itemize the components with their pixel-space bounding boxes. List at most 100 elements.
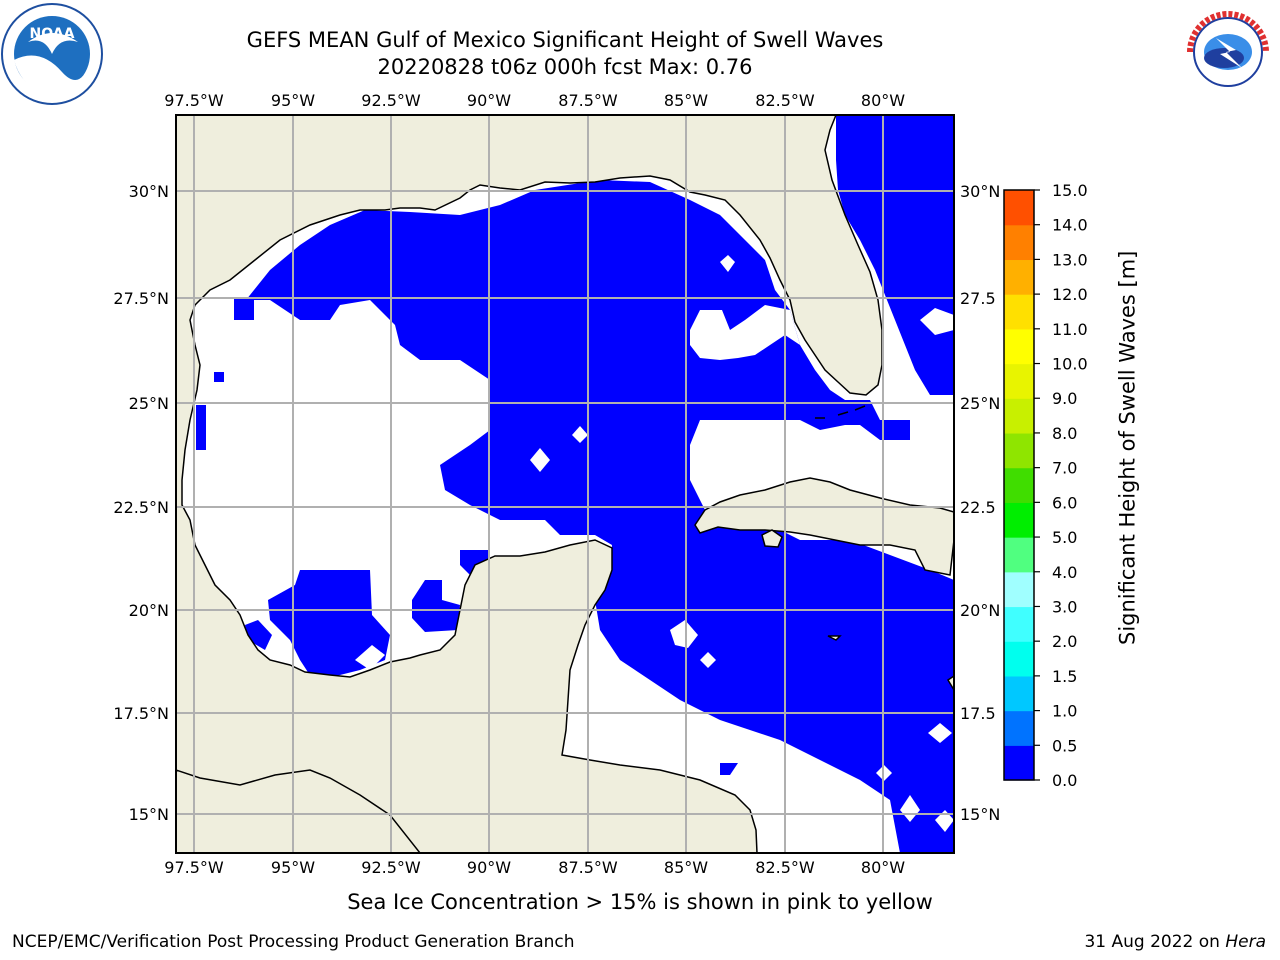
lon-label-bottom: 90°W — [467, 858, 511, 877]
swell-region-texas-1 — [234, 298, 254, 320]
colorbar-segment — [1004, 363, 1034, 399]
land-isle-of-youth — [761, 529, 783, 548]
colorbar-tick-label: 15.0 — [1052, 181, 1088, 200]
chart-title: GEFS MEAN Gulf of Mexico Significant Hei… — [246, 28, 884, 52]
colorbar-label: Significant Height of Swell Waves [m] — [1115, 250, 1140, 645]
lon-label-top: 82.5°W — [755, 91, 815, 110]
colorbar-segment — [1004, 328, 1034, 365]
colorbar-tick-label: 7.0 — [1052, 459, 1077, 478]
colorbar-tick-label: 4.0 — [1052, 563, 1077, 582]
lon-label-top: 87.5°W — [558, 91, 618, 110]
swell-region-florida-atlantic — [836, 115, 954, 395]
lat-label-left: 27.5°N — [113, 289, 169, 308]
lon-label-bottom: 80°W — [861, 858, 905, 877]
colorbar-tick-label: 14.0 — [1052, 216, 1088, 235]
colorbar-segment — [1004, 641, 1034, 677]
colorbar-tick-label: 12.0 — [1052, 285, 1088, 304]
lat-label-left: 17.5°N — [113, 704, 169, 723]
land-north-america — [176, 115, 883, 853]
lat-label-right: 22.5 — [960, 498, 996, 517]
colorbar-tick-label: 2.0 — [1052, 632, 1077, 651]
lon-label-bottom: 82.5°W — [755, 858, 815, 877]
sea-ice-note: Sea Ice Concentration > 15% is shown in … — [347, 890, 933, 914]
colorbar-tick-label: 0.0 — [1052, 771, 1077, 790]
hole-central-4 — [670, 620, 698, 648]
colorbar-segment — [1004, 537, 1034, 573]
lon-label-bottom: 87.5°W — [558, 858, 618, 877]
colorbar-segment — [1004, 710, 1034, 746]
lat-label-left: 20°N — [129, 601, 169, 620]
lon-label-top: 95°W — [271, 91, 315, 110]
chart-subtitle: 20220828 t06z 000h fcst Max: 0.76 — [377, 55, 753, 79]
colorbar-segment — [1004, 398, 1034, 434]
nws-logo — [1182, 6, 1274, 98]
colorbar-segment — [1004, 294, 1034, 330]
colorbar-segment — [1004, 190, 1034, 226]
longitude-labels-bottom: 97.5°W 95°W 92.5°W 90°W 87.5°W 85°W 82.5… — [164, 858, 905, 877]
colorbar-tick-label: 11.0 — [1052, 320, 1088, 339]
hole-caribbean-4 — [900, 795, 920, 822]
footer-date-text: 31 Aug 2022 on — [1084, 932, 1220, 952]
hole-central-5 — [700, 652, 716, 668]
hole-west-florida — [690, 305, 800, 360]
lat-label-right: 27.5 — [960, 289, 996, 308]
swell-region-northern-gulf — [246, 180, 954, 853]
lat-label-left: 30°N — [129, 182, 169, 201]
lat-label-right: 25°N — [960, 394, 1000, 413]
lon-label-bottom: 95°W — [271, 858, 315, 877]
footer-date: 31 Aug 2022 on Hera — [1084, 932, 1266, 952]
colorbar-segment — [1004, 502, 1034, 538]
colorbar-tick-label: 10.0 — [1052, 355, 1088, 374]
hole-central-3 — [572, 426, 588, 443]
noaa-logo-text: NOAA — [30, 26, 75, 42]
lat-label-left: 15°N — [129, 805, 169, 824]
colorbar-frame — [1003, 189, 1035, 781]
hole-central-1 — [720, 255, 735, 272]
lon-label-bottom: 92.5°W — [361, 858, 421, 877]
lon-label-top: 90°W — [467, 91, 511, 110]
landmasses — [176, 115, 954, 853]
colorbar-tick-label: 6.0 — [1052, 493, 1077, 512]
lon-label-top: 85°W — [664, 91, 708, 110]
lat-label-left: 25°N — [129, 394, 169, 413]
colorbar-tick-label: 3.0 — [1052, 597, 1077, 616]
colorbar-tick-label: 13.0 — [1052, 250, 1088, 269]
colorbar-tick-label: 9.0 — [1052, 389, 1077, 408]
graticule — [176, 115, 954, 853]
lon-label-bottom: 85°W — [664, 858, 708, 877]
lon-label-top: 92.5°W — [361, 91, 421, 110]
lat-label-right: 30°N — [960, 182, 1000, 201]
colorbar-segment — [1004, 432, 1034, 469]
swell-region-campeche-west — [245, 620, 272, 650]
swell-field-low — [196, 115, 954, 853]
swell-region-texas-2 — [196, 405, 206, 450]
nodata-holes — [355, 255, 954, 832]
land-bahamas — [946, 675, 954, 692]
map-frame — [175, 114, 955, 854]
colorbar-segment — [1004, 606, 1034, 642]
hole-central-2 — [530, 448, 550, 472]
colorbar-tick-label: 0.5 — [1052, 736, 1077, 755]
swell-region-bay-of-campeche — [268, 570, 390, 683]
lon-label-top: 97.5°W — [164, 91, 224, 110]
lon-label-bottom: 97.5°W — [164, 858, 224, 877]
latitude-labels-left: 30°N 27.5°N 25°N 22.5°N 20°N 17.5°N 15°N — [113, 182, 169, 824]
lat-label-right: 15°N — [960, 805, 1000, 824]
longitude-labels-top: 97.5°W 95°W 92.5°W 90°W 87.5°W 85°W 82.5… — [164, 91, 905, 110]
hole-bay-campeche — [355, 645, 385, 670]
lon-label-top: 80°W — [861, 91, 905, 110]
colorbar-tick-label: 8.0 — [1052, 424, 1077, 443]
hole-caribbean-3 — [935, 810, 954, 832]
hole-florida-bay — [920, 308, 954, 335]
footer-organization: NCEP/EMC/Verification Post Processing Pr… — [12, 932, 575, 952]
colorbar-segment — [1004, 224, 1034, 261]
colorbar-tick-label: 1.5 — [1052, 667, 1077, 686]
swell-region-campeche-east — [412, 580, 460, 632]
lat-label-left: 22.5°N — [113, 498, 169, 517]
noaa-logo: NOAA — [1, 3, 103, 105]
swell-region-honduras-gulf — [720, 763, 738, 775]
colorbar-segment — [1004, 745, 1034, 781]
land-florida-keys — [815, 405, 866, 419]
colorbar-segment — [1004, 467, 1034, 503]
